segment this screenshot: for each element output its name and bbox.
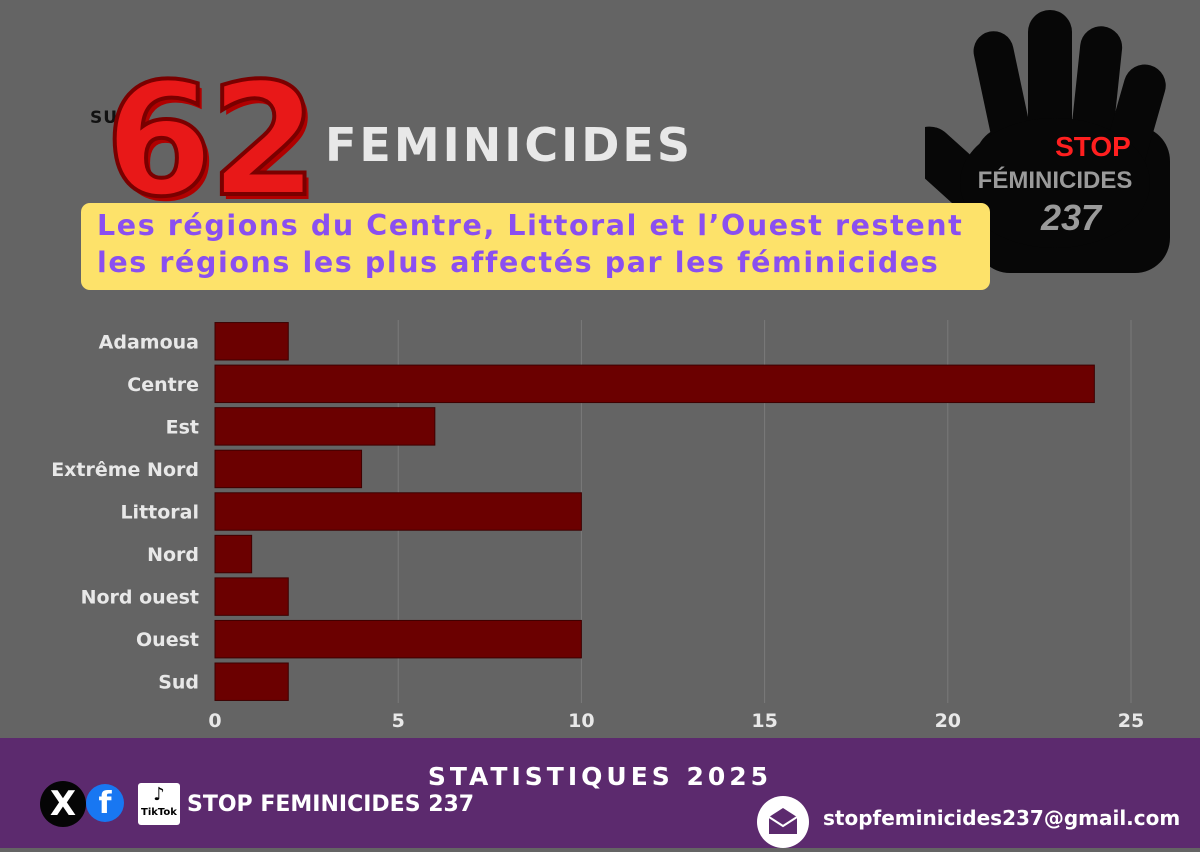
bar <box>214 662 289 701</box>
category-label: Adamoua <box>99 331 199 353</box>
category-label: Est <box>166 416 199 438</box>
category-label: Centre <box>127 374 199 396</box>
email-link[interactable]: stopfeminicides237@gmail.com <box>823 806 1181 830</box>
logo-stop: STOP <box>1055 131 1131 162</box>
tiktok-icon[interactable]: ♪ TikTok <box>138 783 180 825</box>
bar-chart: 0 5 10 15 20 25 Adamoua Centre Est Extrême Nord Li… <box>51 320 1144 732</box>
x-tick-label: 15 <box>751 710 777 732</box>
logo-name: FÉMINICIDES <box>978 166 1133 194</box>
category-label: Extrême Nord <box>51 459 199 481</box>
footer: STATISTIQUES 2025 X f ♪ TikTok STOP FEMI… <box>0 738 1200 848</box>
tiktok-note-icon: ♪ <box>153 784 165 805</box>
victim-count: 62 <box>103 49 320 231</box>
bar <box>214 322 289 361</box>
callout-banner: Les régions du Centre, Littoral et l’Oue… <box>81 203 990 290</box>
page-title: FEMINICIDES <box>325 118 693 172</box>
category-label: Nord <box>147 544 199 566</box>
footer-title: STATISTIQUES 2025 <box>427 762 773 791</box>
org-name: STOP FEMINICIDES 237 <box>187 792 475 817</box>
x-tick-label: 10 <box>568 710 594 732</box>
category-label: Ouest <box>136 629 199 651</box>
facebook-icon[interactable]: f <box>86 784 124 822</box>
x-tick-label: 5 <box>392 710 405 732</box>
tiktok-label: TikTok <box>141 807 177 818</box>
mail-icon[interactable] <box>757 796 809 848</box>
bar <box>214 364 1095 404</box>
callout-line-2: les régions les plus affectés par les fé… <box>97 246 940 279</box>
category-label: Sud <box>158 672 199 694</box>
category-label: Nord ouest <box>81 587 199 609</box>
x-tick-label: 25 <box>1118 710 1144 732</box>
stop-hand-logo: STOP FÉMINICIDES 237 <box>925 10 1170 273</box>
bar <box>214 407 436 446</box>
bar <box>214 492 582 531</box>
x-tick-label: 0 <box>208 710 221 732</box>
bar <box>214 534 253 574</box>
logo-number: 237 <box>1040 197 1103 238</box>
count-prefix: SUR <box>90 108 133 128</box>
category-label: Littoral <box>120 502 199 524</box>
x-icon[interactable]: X <box>40 781 86 827</box>
bar <box>214 619 582 659</box>
bar <box>214 449 363 489</box>
callout-line-1: Les régions du Centre, Littoral et l’Oue… <box>97 209 964 242</box>
bar <box>214 577 289 616</box>
x-tick-label: 20 <box>935 710 961 732</box>
